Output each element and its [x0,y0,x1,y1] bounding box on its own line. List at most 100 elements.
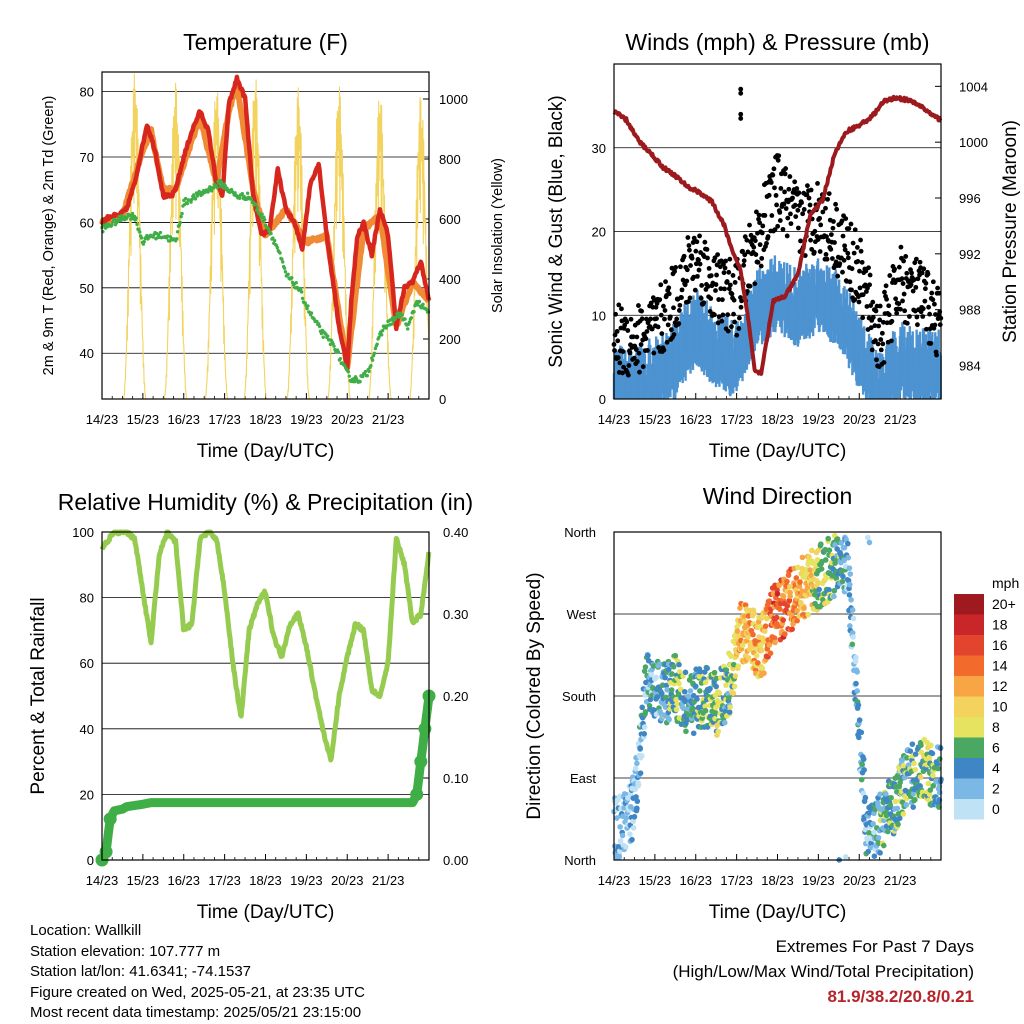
gust-point [739,298,744,304]
direction-point [758,647,765,654]
direction-point [762,623,769,629]
dewpoint-point [415,303,420,307]
extremes-title: Extremes For Past 7 Days [775,937,974,956]
direction-point [866,830,872,836]
gust-point [870,299,876,305]
dewpoint-point [120,214,124,218]
gust-point [796,190,802,196]
gust-point [857,268,862,274]
gust-point [708,296,714,301]
dewpoint-point [254,202,258,207]
wind-ylabel: Sonic Wind & Gust (Blue, Black) [546,95,567,367]
direction-point [861,767,867,773]
direction-point [927,787,934,793]
gust-point [858,237,863,243]
dewpoint-point [192,193,196,197]
gust-point [615,355,621,361]
gust-point [738,90,744,96]
gust-point [638,342,644,347]
legend-label: 2 [992,781,1000,797]
gust-point [713,282,719,287]
direction-point [858,729,865,736]
gust-point [755,259,761,265]
legend-label: 4 [992,760,1000,776]
gust-point [679,295,684,300]
direction-point [847,581,853,588]
direction-point [825,535,831,542]
wind-title: Winds (mph) & Pressure (mb) [625,29,929,55]
dewpoint-point [286,272,290,276]
gust-point [794,186,800,191]
wind-xtick-label: 18/23 [761,412,794,427]
direction-point [726,695,732,701]
gust-point [773,193,779,198]
legend-swatch [954,676,984,697]
dewpoint-point [321,335,325,339]
gust-point [744,237,750,243]
gust-point [837,261,843,267]
gust-point [781,201,787,207]
gust-point [636,303,641,308]
temp-ytick-right-label: 1000 [439,92,468,107]
gust-point [898,306,903,312]
dewpoint-point [406,327,410,331]
gust-point [648,316,654,322]
dewpoint-point [208,185,212,189]
gust-point [893,296,899,302]
2m-temp-line [99,74,432,371]
gust-point [630,334,636,340]
gust-point [677,302,683,308]
direction-point [885,828,891,835]
direction-point [929,750,936,757]
direction-point [634,805,640,812]
legend-swatch [954,594,984,615]
direction-point [853,654,859,661]
gust-point [910,288,916,294]
gust-point [688,263,693,268]
gust-point [659,331,665,336]
gust-point [747,222,752,228]
temp-ylabel-right: Solar Insolation (Yellow) [490,158,506,313]
direction-point [823,575,829,581]
dewpoint-point [352,380,357,384]
wind-xlabel: Time (Day/UTC) [709,441,847,462]
gust-point [662,316,667,322]
gust-point [774,202,780,208]
gust-point [776,153,782,159]
gust-point [840,269,845,275]
direction-point [888,794,894,801]
dewpoint-point [283,270,288,274]
gust-point [824,256,830,262]
dewpoint-point [249,197,253,201]
gust-point [785,215,791,221]
gust-point [817,215,823,221]
rh-ytick-label: 0 [87,853,94,868]
gust-point [747,283,753,289]
gust-point [828,246,834,252]
direction-point [745,634,751,640]
extremes-values: 81.9/38.2/20.8/0.21 [827,987,974,1006]
wind-frame [613,63,942,400]
gust-point [817,249,823,254]
gust-point [723,258,728,264]
gust-point [628,316,634,322]
dewpoint-point [139,236,144,240]
direction-point [673,706,680,713]
direction-point [670,663,677,670]
dewpoint-point [369,364,373,368]
dewpoint-point [260,212,264,216]
gust-point [730,273,736,278]
temp-xtick-label: 20/23 [331,412,364,427]
direction-point [855,702,862,708]
direction-point [642,709,649,715]
direction-point [822,557,829,563]
gust-point [909,270,914,276]
gust-point [824,234,829,240]
rh-title: Relative Humidity (%) & Precipitation (i… [58,489,473,515]
wind-ytick-right-label: 996 [959,191,981,206]
direction-point [692,683,699,690]
gust-point [823,251,829,257]
dewpoint-point [215,185,219,190]
wind-xtick-label: 16/23 [679,412,712,427]
